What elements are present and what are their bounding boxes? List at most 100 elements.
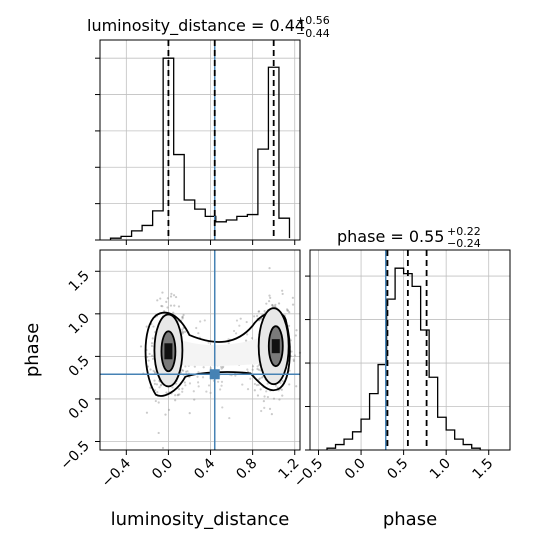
histogram-step	[326, 267, 481, 450]
scatter-point	[263, 395, 266, 398]
scatter-point	[290, 350, 293, 353]
scatter-point	[280, 388, 283, 391]
scatter-point	[150, 342, 154, 345]
scatter-point	[196, 375, 199, 378]
scatter-point	[279, 381, 282, 384]
scatter-point	[253, 315, 256, 318]
scatter-point	[174, 399, 177, 402]
scatter-point	[262, 400, 265, 403]
axes-frame	[99, 249, 301, 451]
density-peak-left	[164, 343, 173, 360]
scatter-point	[274, 384, 277, 387]
scatter-point	[244, 339, 248, 342]
scatter-point	[250, 336, 254, 340]
y-tick-label: 1.0	[66, 310, 93, 337]
scatter-point	[202, 366, 205, 369]
scatter-point	[277, 302, 281, 305]
scatter-point	[139, 345, 143, 348]
scatter-point	[295, 385, 298, 388]
histogram-step	[109, 57, 291, 240]
scatter-point	[196, 381, 200, 384]
scatter-point	[239, 317, 242, 320]
scatter-point	[157, 401, 160, 404]
scatter-point	[263, 406, 266, 409]
scatter-point	[156, 299, 159, 302]
scatter-point	[207, 384, 211, 387]
y-tick-label: −0.5	[57, 438, 92, 473]
luminosity-distance-histogram: luminosity_distance = 0.44+0.56−0.44	[87, 14, 330, 245]
scatter-point	[181, 328, 184, 331]
scatter-point	[181, 317, 184, 320]
scatter-point	[173, 304, 176, 307]
scatter-point	[241, 383, 244, 386]
scatter-point	[220, 367, 223, 370]
scatter-point	[292, 359, 295, 363]
scatter-point	[234, 332, 238, 335]
scatter-point	[177, 305, 181, 308]
scatter-point	[281, 292, 284, 296]
scatter-point	[186, 370, 189, 373]
scatter-point	[257, 310, 260, 313]
scatter-point	[197, 332, 200, 335]
scatter-point	[161, 305, 164, 308]
scatter-point	[174, 394, 177, 397]
scatter-point	[203, 319, 206, 322]
scatter-point	[151, 337, 154, 340]
x-tick-label: 1.5	[469, 456, 496, 483]
scatter-point	[220, 365, 223, 369]
scatter-point	[182, 331, 185, 334]
scatter-point	[281, 394, 284, 397]
scatter-point	[249, 377, 252, 380]
x-axis-label: phase	[383, 509, 437, 530]
scatter-point	[152, 357, 155, 360]
scatter-point	[268, 407, 272, 410]
scatter-point	[178, 393, 181, 396]
title-sub: −0.24	[447, 237, 481, 250]
scatter-point	[251, 368, 254, 371]
scatter-point	[153, 370, 156, 374]
scatter-point	[199, 320, 202, 323]
scatter-point	[287, 324, 291, 327]
scatter-point	[294, 334, 297, 337]
scatter-point	[256, 314, 259, 318]
scatter-point	[278, 398, 281, 401]
scatter-point	[192, 390, 195, 393]
scatter-point	[255, 384, 259, 387]
density-fill	[173, 335, 266, 367]
scatter-point	[171, 386, 174, 389]
scatter-point	[146, 365, 150, 368]
x-axis-label: luminosity_distance	[111, 509, 290, 530]
scatter-point	[257, 378, 260, 381]
scatter-point	[259, 388, 262, 391]
scatter-point	[288, 311, 291, 314]
scatter-point	[222, 365, 225, 368]
y-tick-label: 0.0	[66, 395, 93, 422]
scatter-point	[161, 291, 164, 294]
scatter-point	[183, 381, 186, 384]
scatter-point	[221, 406, 224, 409]
scatter-point	[160, 304, 163, 308]
scatter-point	[181, 316, 184, 319]
scatter-point	[220, 380, 224, 383]
joint-scatter-contour: −0.4 0.0 0.4 0.8 1.2−0.50.00.51.01.5luminosi…	[22, 249, 303, 530]
x-tick-label: 1.0	[427, 456, 454, 483]
scatter-point	[256, 365, 259, 368]
scatter-point	[170, 292, 173, 295]
scatter-point	[193, 398, 196, 401]
title-sub: −0.44	[296, 27, 330, 40]
scatter-point	[177, 388, 181, 391]
scatter-point	[209, 391, 212, 394]
scatter-point	[184, 384, 187, 387]
x-tick-label: 0.4	[191, 455, 218, 482]
x-tick-label: 0.0	[342, 456, 369, 483]
scatter-point	[181, 315, 184, 318]
scatter-point	[245, 320, 248, 324]
scatter-point	[188, 382, 192, 385]
scatter-point	[260, 409, 263, 413]
scatter-point	[260, 376, 264, 379]
title-sup: +0.56	[296, 14, 330, 27]
scatter-point	[253, 389, 256, 392]
scatter-point	[181, 387, 184, 390]
scatter-point	[266, 382, 269, 385]
